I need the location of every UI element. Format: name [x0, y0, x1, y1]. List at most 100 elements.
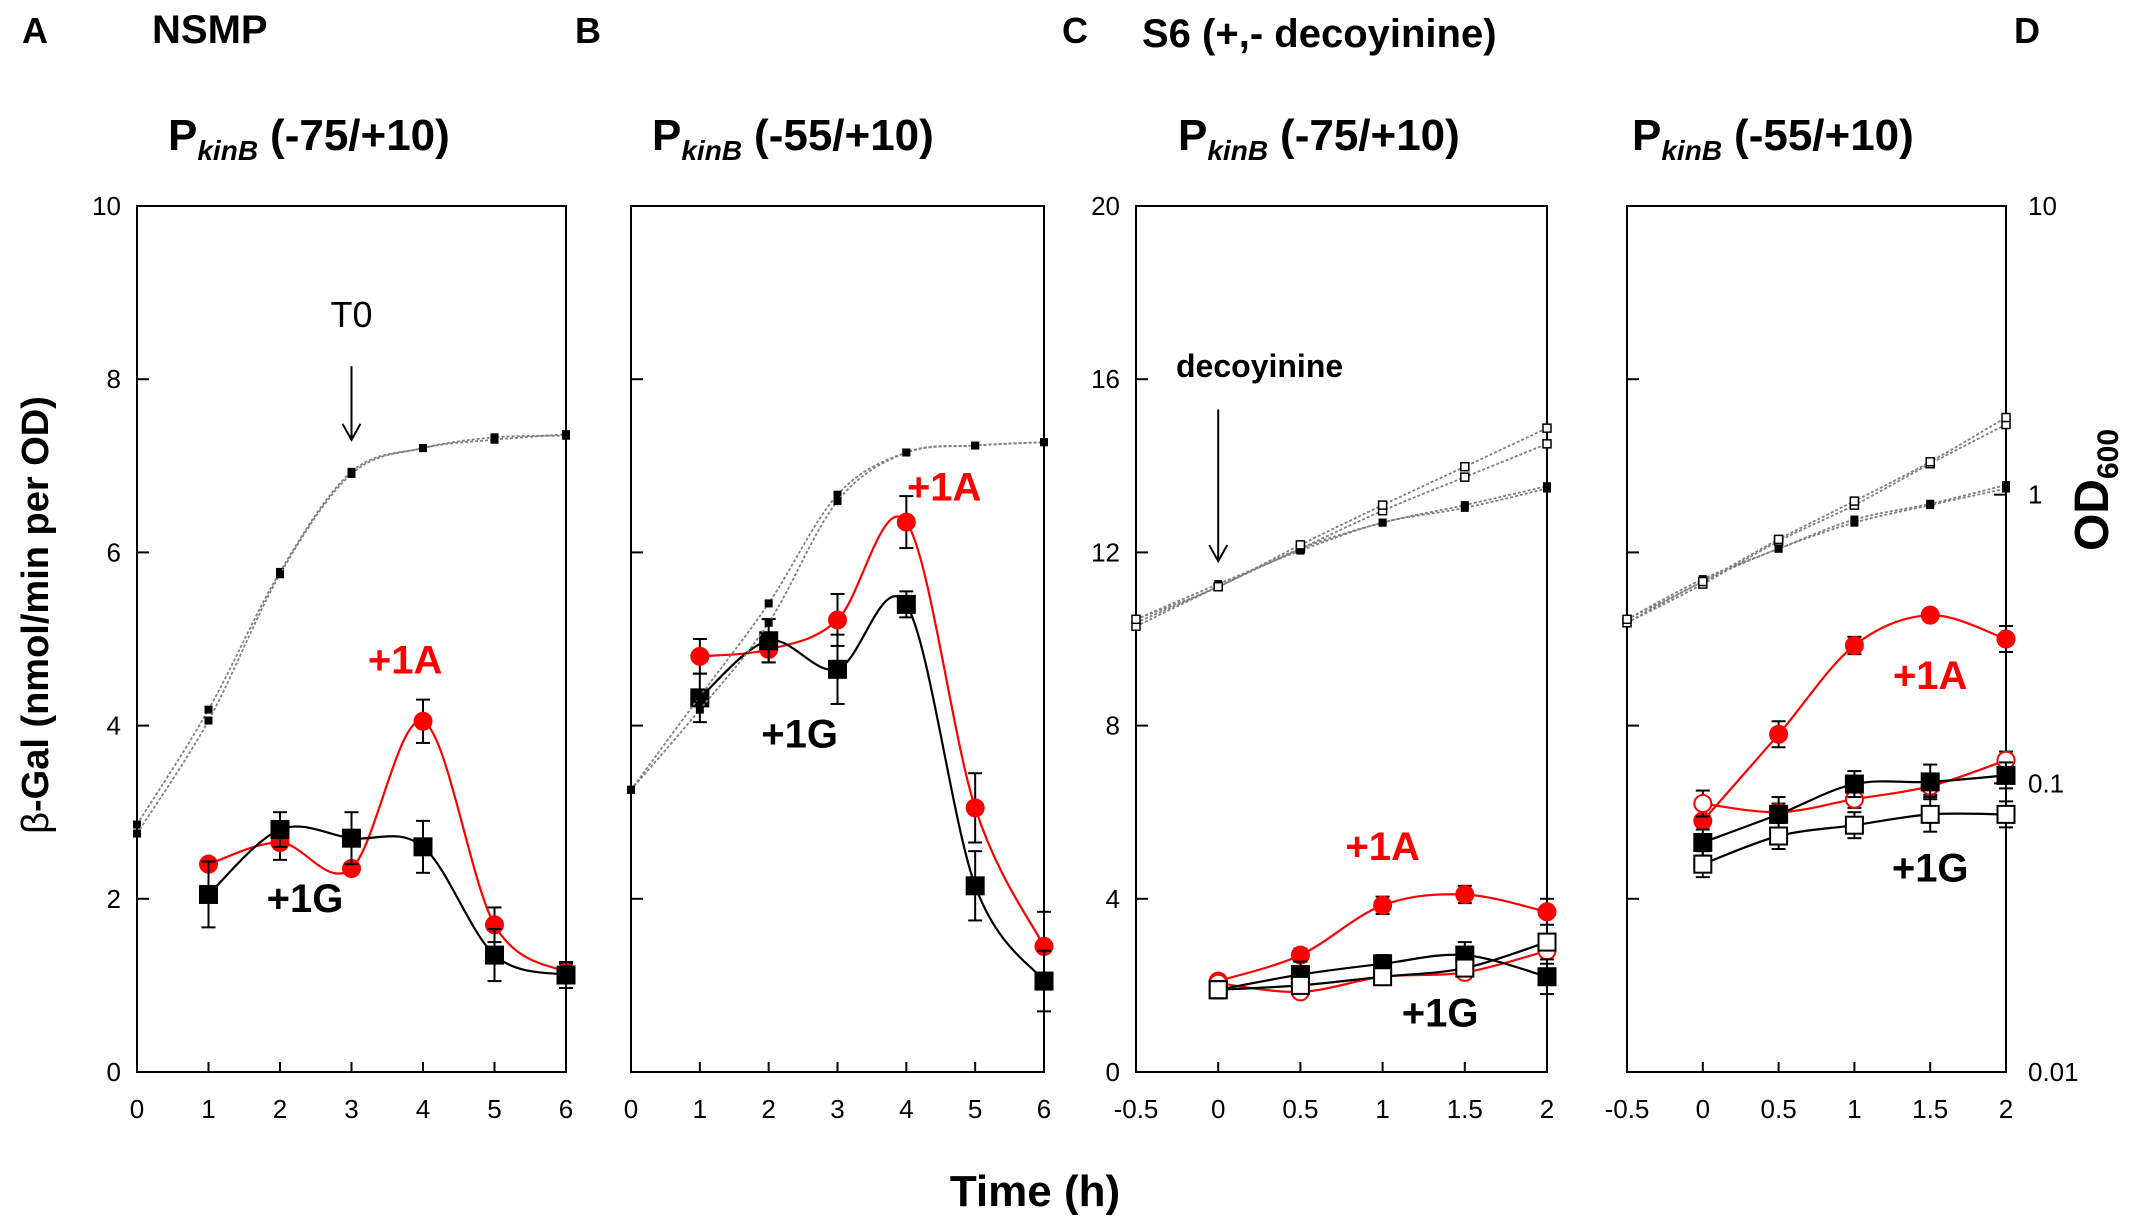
- panel-letter-c: C: [1062, 10, 1088, 51]
- od-point: [695, 705, 704, 714]
- promoter-prefix: P: [168, 111, 197, 160]
- od-point: [204, 716, 213, 725]
- od-point: [1213, 581, 1223, 592]
- od-point: [1622, 614, 1632, 625]
- data-point: [1208, 980, 1228, 1000]
- promoter-subscript: kinB: [1661, 135, 1722, 166]
- x-tick-label: 0.5: [1282, 1094, 1318, 1124]
- y-tick-label: 16: [1091, 364, 1120, 394]
- od-point: [1040, 438, 1048, 447]
- y-tick-label: 20: [1091, 191, 1120, 221]
- y-tick-label: 4: [107, 711, 121, 741]
- y-axis-label-right-sub: 600: [2092, 429, 2125, 479]
- x-tick-label: 1: [201, 1094, 215, 1124]
- od-point: [1698, 576, 1708, 587]
- od-point: [1849, 496, 1860, 506]
- od-point: [562, 430, 570, 439]
- x-tick-label: 1.5: [1912, 1094, 1948, 1124]
- promoter-title-c: PkinB (-75/+10): [1178, 111, 1460, 166]
- data-point: [1996, 629, 2016, 649]
- series-line: [699, 515, 1045, 947]
- group-title-s6: S6 (+,- decoyinine): [1142, 12, 1497, 56]
- series-annotation: +1A: [1893, 654, 1968, 698]
- data-point: [199, 884, 218, 904]
- od-point: [1542, 439, 1552, 449]
- right-tick-label: 10: [2028, 191, 2057, 221]
- data-point: [965, 876, 985, 896]
- od-point: [1377, 500, 1388, 510]
- series-line: [208, 720, 567, 974]
- group-title-nsmp: NSMP: [152, 8, 268, 52]
- x-tick-label: 3: [344, 1094, 358, 1124]
- y-tick-label: 10: [92, 191, 121, 221]
- od-point: [764, 618, 773, 627]
- od-series-line: [1135, 485, 1548, 624]
- od-point: [1543, 484, 1551, 493]
- data-point: [759, 631, 779, 651]
- series-annotation: +1G: [267, 877, 344, 921]
- data-point: [556, 965, 576, 985]
- y-tick-label: 12: [1091, 537, 1120, 567]
- panel-letter-d: D: [2014, 10, 2040, 51]
- panel-letter-a: A: [22, 10, 48, 51]
- od-point: [1378, 518, 1387, 527]
- od-point: [833, 497, 842, 506]
- right-tick-label: 1: [2028, 480, 2042, 510]
- data-point: [1373, 967, 1393, 987]
- od-point: [627, 785, 635, 794]
- x-tick-label: 5: [487, 1094, 501, 1124]
- data-point: [1920, 605, 1940, 625]
- promoter-region: (-55/+10): [1734, 111, 1914, 160]
- od-point: [2001, 412, 2011, 423]
- data-point: [1693, 854, 1713, 874]
- data-point: [1996, 765, 2016, 785]
- x-tick-label: 6: [559, 1094, 573, 1124]
- panel-d-plot: -0.5 0 0.5 1 1.5 2 0.01 0.1 1 10 +1A +1G: [1605, 191, 2079, 1124]
- od-point: [833, 490, 842, 499]
- x-tick-label: 4: [416, 1094, 430, 1124]
- annotation-label: decoyinine: [1176, 348, 1343, 384]
- od-point: [764, 599, 773, 608]
- od-point: [1774, 544, 1783, 553]
- plot-frame: [136, 205, 567, 1073]
- data-point: [1455, 884, 1475, 904]
- series-annotation: +1A: [907, 465, 982, 509]
- x-tick-label: 0.5: [1761, 1094, 1797, 1124]
- series-annotation: +1A: [1345, 825, 1420, 869]
- series-annotation: +1G: [1402, 992, 1479, 1036]
- promoter-subscript: kinB: [681, 135, 742, 166]
- data-point: [690, 646, 710, 666]
- y-axis-label-left: β-Gal (nmol/min per OD): [15, 396, 57, 834]
- od-point: [971, 441, 980, 450]
- data-point: [342, 828, 361, 848]
- od-series-line: [1135, 442, 1548, 628]
- od-point: [347, 469, 356, 478]
- od-point: [276, 570, 284, 579]
- panel-c-plot: 0 4 8 12 16 20 -0.5 0 0.5 1 1.5 2 decoyinine +1A +1G: [1091, 191, 1557, 1124]
- od-point: [1131, 614, 1141, 625]
- data-point: [1693, 833, 1713, 853]
- promoter-region: (-55/+10): [754, 111, 934, 160]
- promoter-title-b: PkinB (-55/+10): [652, 111, 934, 166]
- od-point: [695, 692, 704, 701]
- promoter-prefix: P: [652, 111, 681, 160]
- data-point: [1537, 932, 1557, 952]
- x-tick-label: 1.5: [1447, 1094, 1483, 1124]
- data-point: [896, 594, 916, 614]
- arrow-head: [341, 423, 362, 442]
- data-point: [1290, 975, 1310, 995]
- x-tick-label: 0: [130, 1094, 144, 1124]
- data-point: [1537, 967, 1557, 987]
- od-point: [1926, 499, 1935, 508]
- data-point: [1373, 895, 1393, 915]
- data-point: [1455, 958, 1475, 978]
- od-point: [902, 448, 911, 457]
- panel-a-plot: 0 2 4 6 8 10 0 1 2 3 4 5 6 T0 +1A +1G: [92, 191, 576, 1124]
- od-series-line: [1135, 487, 1548, 621]
- od-point: [133, 829, 141, 838]
- y-tick-label: 0: [1106, 1057, 1120, 1087]
- od-point: [1460, 461, 1470, 472]
- x-tick-label: 1: [693, 1094, 707, 1124]
- series-annotation: +1A: [368, 639, 443, 683]
